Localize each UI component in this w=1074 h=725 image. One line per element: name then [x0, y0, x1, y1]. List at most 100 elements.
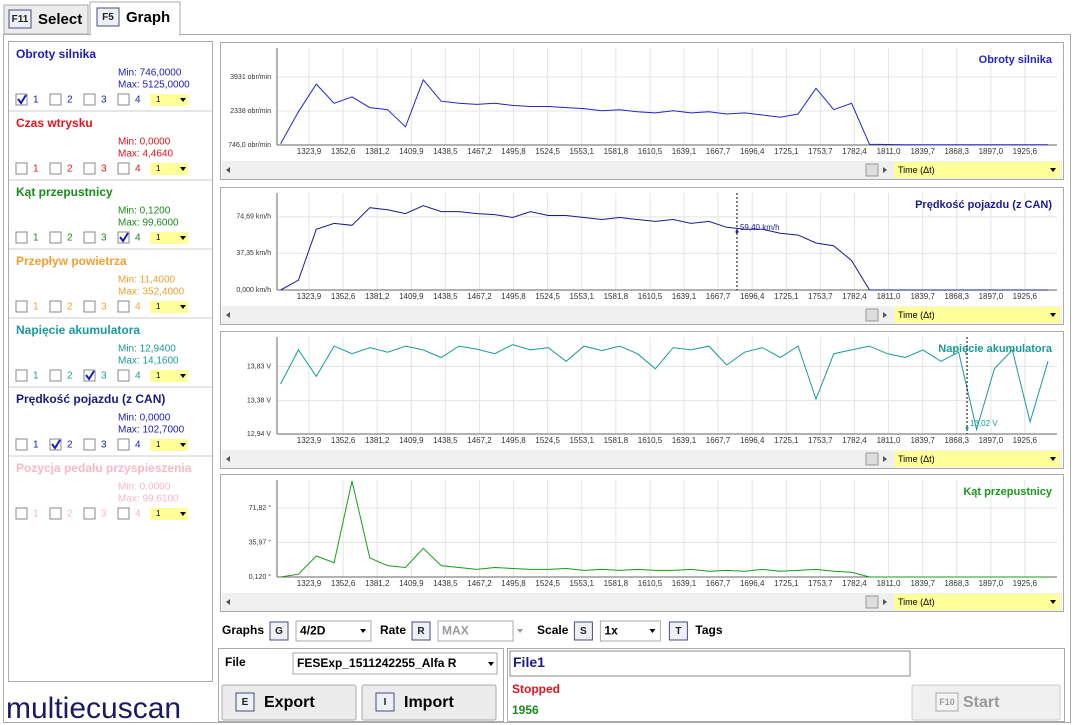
- scale-value: 1: [156, 509, 161, 518]
- slot-label: 3: [101, 164, 107, 175]
- checkbox[interactable]: [15, 93, 28, 106]
- checkbox[interactable]: [117, 300, 130, 313]
- checkbox[interactable]: [49, 438, 62, 451]
- dropdown-arrow: [1050, 457, 1056, 461]
- scrollbar[interactable]: [222, 593, 1062, 611]
- checkbox[interactable]: [15, 300, 28, 313]
- x-tick-label: 1524,5: [535, 147, 560, 156]
- checkbox[interactable]: [117, 369, 130, 382]
- y-tick-label: 0,120 °: [249, 573, 271, 581]
- x-tick-label: 1868,3: [944, 292, 969, 301]
- cursor-point: [965, 426, 969, 430]
- x-tick-label: 1524,5: [535, 579, 560, 588]
- slot-label: 1: [33, 233, 39, 244]
- scale-dropdown[interactable]: [150, 301, 188, 313]
- key-box: [235, 692, 255, 712]
- checkbox[interactable]: [83, 162, 96, 175]
- x-tick-label: 1925,6: [1013, 147, 1038, 156]
- checkbox[interactable]: [117, 231, 130, 244]
- checkbox[interactable]: [15, 438, 28, 451]
- scroll-thumb[interactable]: [865, 308, 879, 322]
- scrollbar[interactable]: [222, 306, 1062, 324]
- slot-label: 3: [101, 233, 107, 244]
- x-tick-label: 1610,5: [638, 579, 663, 588]
- x-tick-label: 1467,2: [467, 436, 492, 445]
- checkbox[interactable]: [83, 93, 96, 106]
- checkbox[interactable]: [83, 231, 96, 244]
- x-tick-label: 1553,1: [569, 292, 594, 301]
- x-tick-label: 1839,7: [910, 147, 935, 156]
- scroll-thumb[interactable]: [865, 595, 879, 609]
- checkbox[interactable]: [49, 231, 62, 244]
- dropdown-arrow: [649, 629, 656, 633]
- x-tick-label: 1639,1: [672, 579, 697, 588]
- checkbox[interactable]: [15, 369, 28, 382]
- x-tick-label: 1495,8: [501, 436, 526, 445]
- time-dropdown[interactable]: [894, 162, 1060, 178]
- checkbox[interactable]: [49, 162, 62, 175]
- x-tick-label: 1610,5: [638, 436, 663, 445]
- checkbox[interactable]: [117, 438, 130, 451]
- channel-name: Kąt przepustnicy: [16, 185, 113, 199]
- channel-max: Max: 352,4000: [118, 287, 185, 298]
- x-tick-label: 1897,0: [979, 147, 1004, 156]
- checkbox[interactable]: [49, 369, 62, 382]
- dropdown-arrow: [180, 236, 186, 240]
- checkbox[interactable]: [117, 507, 130, 520]
- checkbox[interactable]: [15, 507, 28, 520]
- toolbar-select[interactable]: [295, 620, 372, 642]
- channel-max: Max: 4,4640: [118, 149, 173, 160]
- slot-label: 3: [101, 95, 107, 106]
- y-tick-label: 0,000 km/h: [236, 287, 271, 294]
- toolbar-value: 1x: [604, 624, 618, 638]
- checkbox[interactable]: [83, 438, 96, 451]
- slot-label: 3: [101, 440, 107, 451]
- x-tick-label: 1438,5: [433, 579, 458, 588]
- key-box: [411, 621, 431, 641]
- button-label: Start: [963, 694, 1000, 711]
- checkbox[interactable]: [49, 507, 62, 520]
- checkbox[interactable]: [15, 162, 28, 175]
- file-select[interactable]: [292, 652, 498, 675]
- checkbox[interactable]: [117, 162, 130, 175]
- time-dropdown[interactable]: [894, 451, 1060, 467]
- checkbox[interactable]: [83, 507, 96, 520]
- channel-name: Czas wtrysku: [16, 116, 93, 130]
- scale-dropdown[interactable]: [150, 508, 188, 520]
- checkbox[interactable]: [83, 369, 96, 382]
- slot-label: 2: [67, 371, 73, 382]
- scale-dropdown[interactable]: [150, 232, 188, 244]
- button-label: Import: [404, 694, 454, 711]
- checkbox[interactable]: [49, 300, 62, 313]
- checkbox[interactable]: [15, 231, 28, 244]
- scroll-thumb[interactable]: [865, 452, 879, 466]
- scale-dropdown[interactable]: [150, 163, 188, 175]
- scrollbar[interactable]: [222, 161, 1062, 179]
- checkbox[interactable]: [83, 300, 96, 313]
- slot-label: 1: [33, 95, 39, 106]
- graph-title: Prędkość pojazdu (z CAN): [915, 199, 1052, 211]
- time-dropdown[interactable]: [894, 594, 1060, 610]
- slot-label: 4: [135, 95, 141, 106]
- name-input[interactable]: [509, 650, 911, 677]
- check-mark: [17, 94, 27, 105]
- toolbar-select[interactable]: [599, 620, 661, 642]
- slot-label: 4: [135, 440, 141, 451]
- x-tick-label: 1811,0: [877, 292, 901, 301]
- scroll-left: [226, 312, 230, 318]
- button[interactable]: [221, 684, 357, 721]
- button[interactable]: [361, 684, 497, 721]
- scale-value: 1: [156, 302, 161, 311]
- x-tick-label: 1696,4: [740, 147, 765, 156]
- scale-dropdown[interactable]: [150, 94, 188, 106]
- scale-dropdown[interactable]: [150, 439, 188, 451]
- scale-dropdown[interactable]: [150, 370, 188, 382]
- time-dropdown[interactable]: [894, 307, 1060, 323]
- y-tick-label: 2338 obr/min: [230, 108, 271, 115]
- checkbox[interactable]: [49, 93, 62, 106]
- y-tick-label: 37,35 km/h: [236, 250, 271, 257]
- check-mark: [85, 370, 95, 381]
- scrollbar[interactable]: [222, 450, 1062, 468]
- checkbox[interactable]: [117, 93, 130, 106]
- scroll-thumb[interactable]: [865, 163, 879, 177]
